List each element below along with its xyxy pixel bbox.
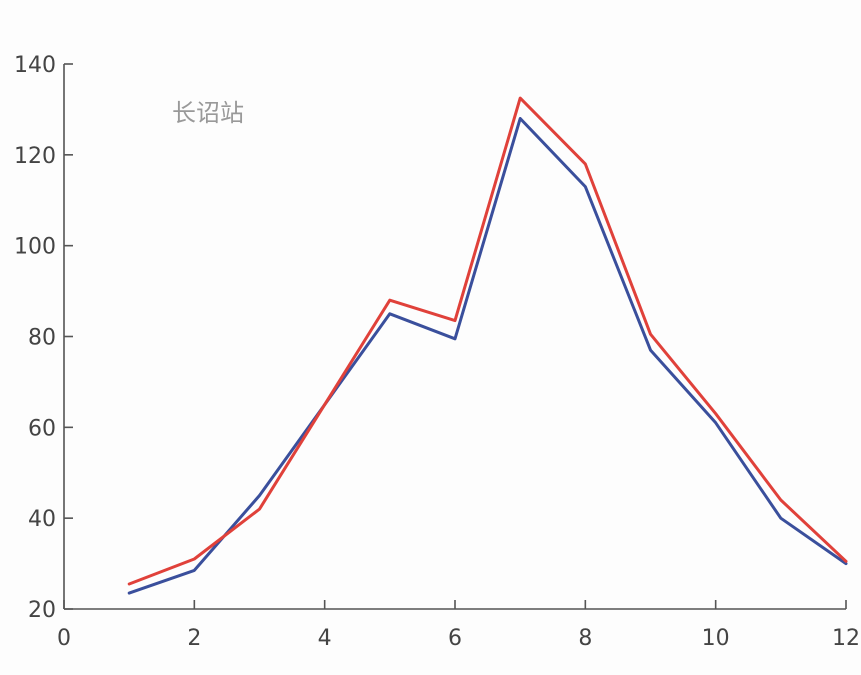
x-tick-label: 12 [832,626,860,651]
x-tick-label: 0 [57,626,71,651]
series-line-2 [127,96,848,586]
y-tick-label: 140 [14,53,56,78]
y-tick-label: 100 [14,235,56,260]
x-tick-label: 4 [318,626,332,651]
y-tick-label: 120 [14,144,56,169]
y-ticks: 20 40 60 80 100 120 140 [14,53,73,623]
x-tick-label: 2 [187,626,201,651]
y-tick-label: 60 [28,416,56,441]
series-line-1 [127,117,848,595]
x-tick-label: 8 [578,626,592,651]
y-tick-label: 20 [28,598,56,623]
x-tick-label: 10 [702,626,730,651]
x-tick-label: 6 [448,626,462,651]
y-tick-label: 40 [28,507,56,532]
y-tick-label: 80 [28,326,56,351]
x-ticks: 0 2 4 6 8 10 12 [57,600,860,651]
station-annotation: 长诏站 [172,99,244,127]
series-layer [127,96,848,595]
